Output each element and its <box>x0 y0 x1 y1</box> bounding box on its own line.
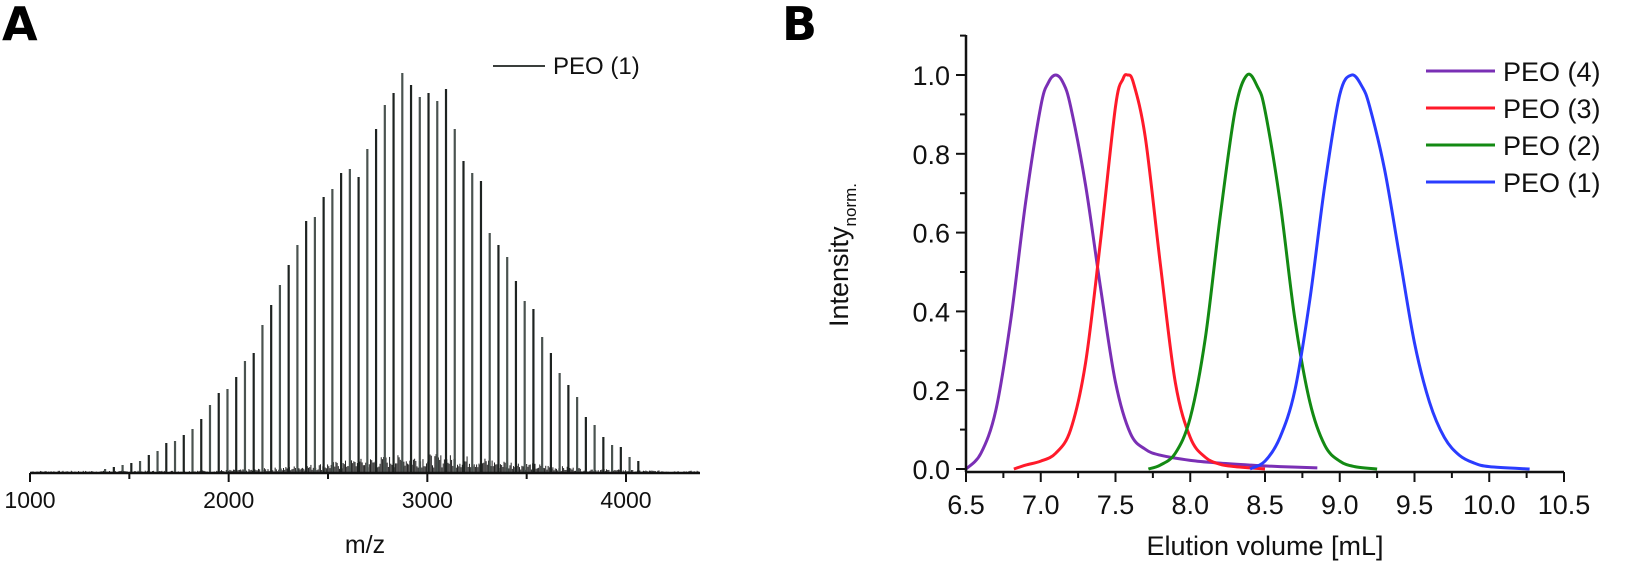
x-tick-label: 3000 <box>402 487 453 513</box>
x-tick-label: 10.0 <box>1463 490 1516 520</box>
chart-a-legend: PEO (1) <box>493 53 640 80</box>
series-line-peo-1 <box>1249 73 1530 471</box>
x-tick-label: 7.5 <box>1097 490 1135 520</box>
y-tick-label: 1.0 <box>912 61 950 91</box>
chart-b-y-axis-title-subscript: norm. <box>841 183 860 226</box>
x-tick-label: 4000 <box>600 487 651 513</box>
x-tick-label: 9.5 <box>1396 490 1434 520</box>
chart-b-x-axis-title: Elution volume [mL] <box>1146 531 1383 561</box>
chart-b-series <box>964 72 1530 471</box>
panel-label-a: A <box>2 0 38 51</box>
y-tick-label: 0.8 <box>912 140 950 170</box>
x-tick-label: 8.5 <box>1246 490 1284 520</box>
x-tick-label: 10.5 <box>1538 490 1591 520</box>
legend-label: PEO (4) <box>1503 57 1601 87</box>
chart-b-x-ticks: 6.5 7.0 7.5 8.0 8.5 9.0 9.5 10.0 10.5 <box>947 472 1590 520</box>
series-line-peo-3 <box>1013 73 1266 471</box>
chart-b-legend: PEO (4) PEO (3) PEO (2) PEO (1) <box>1426 57 1601 198</box>
chart-a-peaks <box>103 73 640 473</box>
panel-label-b: B <box>782 0 817 51</box>
y-tick-label: 0.2 <box>912 376 950 406</box>
chart-a-legend-label: PEO (1) <box>553 53 640 80</box>
chart-b-sec-traces: 6.5 7.0 7.5 8.0 8.5 9.0 9.5 10.0 10.5 0.00.20.40… <box>824 34 1601 561</box>
y-tick-label: 0.0 <box>912 455 950 485</box>
legend-label: PEO (2) <box>1503 131 1601 161</box>
x-tick-label: 7.0 <box>1022 490 1060 520</box>
chart-b-y-axis-title: Intensitynorm. <box>824 183 860 327</box>
chart-a-mass-spectrum: 1000 2000 3000 4000 m/z PEO (1) <box>4 53 700 559</box>
x-tick-label: 2000 <box>203 487 254 513</box>
y-tick-label: 0.4 <box>912 297 950 327</box>
legend-label: PEO (3) <box>1503 94 1601 124</box>
series-line-peo-4 <box>964 73 1318 471</box>
series-line-peo-2 <box>1147 72 1378 471</box>
x-tick-label: 6.5 <box>947 490 985 520</box>
x-tick-label: 9.0 <box>1321 490 1359 520</box>
x-tick-label: 1000 <box>4 487 55 513</box>
chart-a-x-ticks: 1000 2000 3000 4000 <box>4 473 652 513</box>
chart-b-y-axis-title-main: Intensity <box>824 226 854 327</box>
y-tick-label: 0.6 <box>912 219 950 249</box>
chart-b-y-ticks: 0.0 0.2 0.4 0.6 0.8 1.0 <box>912 34 966 485</box>
x-tick-label: 8.0 <box>1171 490 1209 520</box>
legend-label: PEO (1) <box>1503 168 1601 198</box>
chart-a-x-axis-title: m/z <box>345 531 385 559</box>
